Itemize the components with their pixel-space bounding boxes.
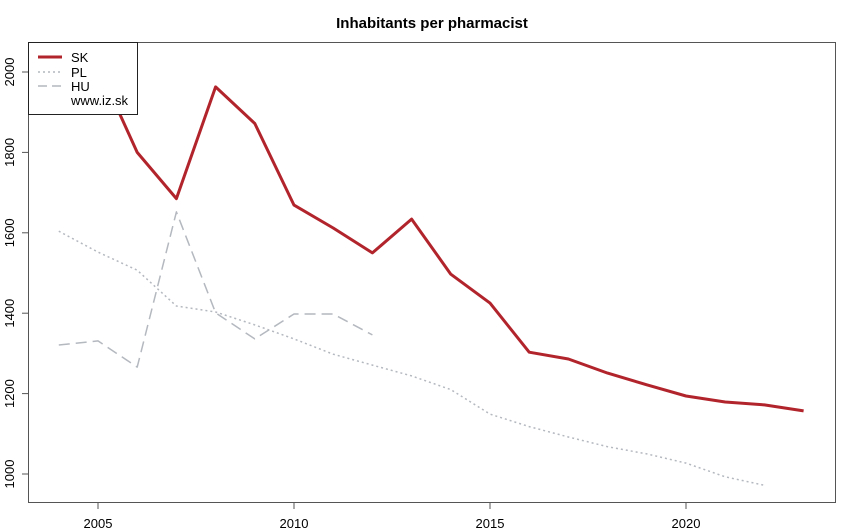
- x-tick-label: 2015: [476, 516, 505, 531]
- series-sk-line: [96, 65, 804, 413]
- legend-label-sk: SK: [71, 50, 89, 65]
- y-tick-label: 1000: [2, 460, 17, 489]
- series-hu-line: [58, 211, 373, 368]
- y-tick-label: 2000: [2, 58, 17, 87]
- x-axis: 2005 2010 2015 2020: [84, 502, 701, 531]
- legend-label-pl: PL: [71, 65, 87, 80]
- y-tick-label: 1800: [2, 138, 17, 167]
- y-tick-label: 1600: [2, 218, 17, 247]
- plot-frame: [28, 42, 836, 503]
- y-tick-label: 1200: [2, 379, 17, 408]
- x-tick-label: 2010: [280, 516, 309, 531]
- x-tick-label: 2005: [84, 516, 113, 531]
- legend-source: www.iz.sk: [70, 93, 129, 108]
- series-layer: [58, 65, 804, 487]
- legend: SK PL HU www.iz.sk: [28, 42, 138, 115]
- legend-box: [28, 42, 138, 115]
- x-tick-label: 2020: [672, 516, 701, 531]
- chart-title: Inhabitants per pharmacist: [336, 15, 528, 32]
- y-tick-label: 1400: [2, 299, 17, 328]
- legend-label-hu: HU: [71, 79, 90, 94]
- series-pl-line: [58, 230, 765, 487]
- y-axis: 1000 1200 1400 1600 1800 2000: [2, 58, 28, 489]
